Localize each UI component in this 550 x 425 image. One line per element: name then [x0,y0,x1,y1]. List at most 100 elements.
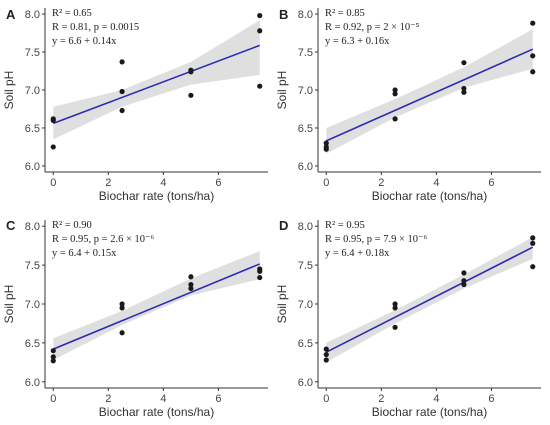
data-point [119,330,125,336]
x-axis-label: Biochar rate (tons/ha) [372,189,487,203]
x-tick-label: 4 [433,393,439,405]
data-point [188,274,194,280]
stats-annotation: y = 6.6 + 0.14x [52,36,117,47]
stats-annotation: y = 6.4 + 0.18x [325,248,390,259]
y-tick-label: 8.0 [298,9,313,21]
y-tick-label: 6.5 [298,338,313,350]
data-point [461,278,467,284]
data-point [119,301,125,307]
stats-annotation: R = 0.95, p = 7.9 × 10⁻⁶ [325,234,428,245]
x-tick-label: 6 [488,393,494,405]
y-tick-label: 7.0 [25,299,40,311]
y-tick-label: 6.0 [25,161,40,173]
x-tick-label: 2 [105,177,111,189]
panel-label: C [6,218,16,233]
data-point [392,87,398,93]
y-axis-label: Soil pH [275,285,289,324]
stats-annotation: y = 6.3 + 0.16x [325,36,390,47]
data-point [50,358,56,364]
y-tick-label: 6.0 [298,161,313,173]
data-point [530,20,536,26]
x-tick-label: 4 [433,177,439,189]
data-point [323,357,329,363]
confidence-band [326,29,533,154]
data-point [461,85,467,92]
x-tick-label: 4 [160,177,166,189]
x-tick-label: 6 [488,177,494,189]
stats-annotation: R² = 0.95 [325,220,365,231]
data-point [119,107,125,114]
regression-line [325,48,534,142]
data-point [323,146,329,152]
y-tick-label: 7.0 [298,85,313,97]
y-axis-label: Soil pH [2,71,16,110]
data-point [530,264,536,270]
data-point [257,83,263,89]
y-tick-label: 7.5 [298,260,313,272]
y-tick-label: 7.0 [298,299,313,311]
data-point [188,285,194,292]
data-point [188,69,194,75]
y-tick-label: 6.5 [25,123,40,135]
data-point [257,274,263,281]
stats-annotation: R = 0.95, p = 2.6 × 10⁻⁶ [52,234,155,245]
y-tick-label: 6.5 [298,123,313,135]
x-tick-label: 6 [215,177,221,189]
x-tick-label: 0 [50,393,56,405]
x-axis-label: Biochar rate (tons/ha) [372,405,487,419]
y-tick-label: 7.5 [25,47,40,59]
y-tick-label: 6.5 [25,338,40,350]
stats-annotation: R² = 0.85 [325,8,365,19]
y-tick-label: 8.0 [25,9,40,21]
regression-line [52,263,261,350]
data-point [257,28,263,34]
y-tick-label: 8.0 [25,221,40,233]
x-axis-label: Biochar rate (tons/ha) [99,405,214,419]
data-point [323,346,329,352]
y-axis-label: Soil pH [275,71,289,110]
x-tick-label: 2 [378,393,384,405]
x-tick-label: 0 [323,393,329,405]
data-point [50,348,56,354]
regression-line [52,44,261,125]
y-tick-label: 8.0 [298,221,313,233]
data-point [257,12,263,19]
data-point [50,117,56,123]
data-point [530,240,536,246]
y-tick-label: 7.5 [298,47,313,59]
y-axis-label: Soil pH [2,285,16,324]
data-point [530,235,536,241]
y-tick-label: 6.0 [25,377,40,389]
data-point [323,351,329,358]
data-point [119,88,125,95]
data-point [392,116,398,122]
x-tick-label: 2 [105,393,111,405]
data-point [50,354,56,360]
y-tick-label: 6.0 [298,377,313,389]
regression-line [325,246,534,353]
y-tick-label: 7.0 [25,85,40,97]
panel-label: D [279,218,288,233]
x-axis-label: Biochar rate (tons/ha) [99,189,214,203]
stats-annotation: R = 0.92, p = 2 × 10⁻⁵ [325,22,420,33]
y-tick-label: 7.5 [25,260,40,272]
x-tick-label: 2 [378,177,384,189]
data-point [461,270,467,276]
confidence-band [53,20,260,140]
stats-annotation: y = 6.4 + 0.15x [52,248,117,259]
data-point [392,324,398,330]
data-point [50,144,56,150]
stats-annotation: R² = 0.65 [52,8,92,19]
data-point [530,53,536,59]
x-tick-label: 4 [160,393,166,405]
data-point [530,69,536,75]
data-point [461,281,467,288]
data-point [392,301,398,307]
data-point [188,281,194,288]
x-tick-label: 0 [50,177,56,189]
